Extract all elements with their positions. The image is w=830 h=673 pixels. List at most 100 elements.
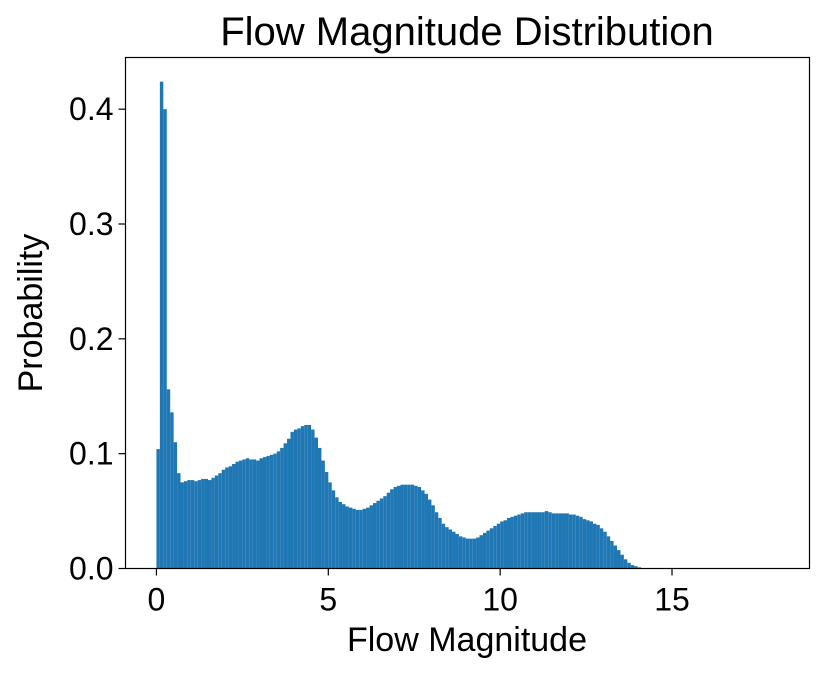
histogram-bar bbox=[218, 473, 222, 569]
histogram-bar bbox=[183, 481, 188, 569]
histogram-bar bbox=[297, 428, 301, 569]
histogram-bar bbox=[476, 537, 480, 569]
histogram-bar bbox=[352, 508, 356, 569]
histogram-bar bbox=[225, 467, 229, 569]
histogram-bar bbox=[599, 528, 604, 569]
histogram-bar bbox=[238, 460, 243, 569]
histogram-bar bbox=[589, 521, 593, 569]
histogram-bar bbox=[335, 497, 339, 569]
histogram-bar bbox=[177, 473, 181, 569]
histogram-bar bbox=[414, 485, 418, 569]
histogram-bar bbox=[376, 500, 380, 569]
histogram-bar bbox=[445, 527, 449, 569]
histogram-bar bbox=[369, 505, 373, 569]
histogram-bar bbox=[572, 514, 576, 569]
y-tick-label: 0.2 bbox=[69, 321, 113, 357]
histogram-bars bbox=[156, 81, 642, 569]
histogram-bar bbox=[472, 538, 477, 569]
histogram-bar bbox=[201, 478, 205, 569]
histogram-bar bbox=[173, 442, 178, 569]
histogram-bar bbox=[544, 511, 549, 569]
histogram-bar bbox=[568, 514, 573, 569]
histogram-bar bbox=[300, 426, 305, 569]
histogram-bar bbox=[531, 512, 535, 569]
histogram-bar bbox=[630, 565, 635, 569]
histogram-bar bbox=[287, 438, 291, 569]
histogram-bar bbox=[379, 498, 384, 569]
histogram-bar bbox=[496, 523, 501, 569]
histogram-bar bbox=[235, 461, 239, 569]
histogram-bar bbox=[489, 528, 494, 569]
histogram-bar bbox=[221, 469, 226, 569]
histogram-bar bbox=[314, 437, 318, 569]
histogram-bar bbox=[194, 481, 198, 569]
histogram-bar bbox=[266, 455, 270, 569]
histogram-bar bbox=[280, 447, 284, 569]
histogram-bar bbox=[400, 484, 404, 569]
histogram-bar bbox=[579, 516, 583, 569]
histogram-bar bbox=[617, 550, 621, 569]
histogram-bar bbox=[331, 490, 336, 569]
histogram-bar bbox=[204, 478, 208, 569]
chart-title: Flow Magnitude Distribution bbox=[220, 10, 714, 54]
histogram-bar bbox=[390, 489, 394, 569]
histogram-bar bbox=[228, 466, 233, 569]
y-tick-label: 0.0 bbox=[69, 551, 113, 587]
histogram-bar bbox=[170, 412, 174, 569]
histogram-bar bbox=[603, 531, 607, 569]
histogram-bar bbox=[304, 424, 308, 569]
histogram-bar bbox=[290, 431, 294, 569]
histogram-bar bbox=[324, 472, 329, 569]
histogram-bar bbox=[534, 512, 538, 569]
histogram-bar bbox=[562, 513, 566, 569]
histogram-bar bbox=[273, 453, 277, 569]
histogram-bar bbox=[606, 536, 611, 569]
histogram-bar bbox=[527, 512, 532, 569]
histogram-bar bbox=[431, 505, 435, 569]
histogram-bar bbox=[462, 537, 466, 569]
histogram-bar bbox=[259, 458, 263, 569]
histogram-bar bbox=[507, 517, 511, 569]
histogram-bar bbox=[307, 424, 312, 569]
histogram-bar bbox=[276, 451, 281, 569]
histogram-bar bbox=[479, 535, 483, 569]
histogram-bar bbox=[211, 477, 215, 569]
histogram-bar bbox=[386, 492, 391, 569]
histogram-bar bbox=[438, 517, 442, 569]
histogram-bar bbox=[321, 460, 325, 569]
histogram-bar bbox=[252, 459, 257, 569]
histogram-bar bbox=[372, 503, 377, 569]
histogram-bar bbox=[421, 490, 425, 569]
x-axis-label: Flow Magnitude bbox=[347, 621, 587, 659]
histogram-bar bbox=[592, 523, 597, 569]
histogram-bar bbox=[513, 515, 518, 569]
histogram-bar bbox=[441, 523, 446, 569]
y-axis-label: Probability bbox=[12, 234, 50, 393]
histogram-bar bbox=[627, 562, 631, 569]
histogram-bar bbox=[249, 459, 253, 569]
histogram-bar bbox=[610, 540, 614, 569]
histogram-bar bbox=[190, 480, 195, 569]
histogram-bar bbox=[232, 464, 236, 569]
histogram-bar bbox=[366, 507, 370, 569]
histogram-bar bbox=[242, 459, 246, 569]
histogram-bar bbox=[613, 545, 618, 569]
histogram-bar bbox=[427, 499, 432, 569]
histogram-bar bbox=[548, 512, 552, 569]
histogram-bar bbox=[465, 538, 470, 569]
histogram-bar bbox=[558, 513, 563, 569]
x-tick-label: 10 bbox=[482, 582, 518, 618]
histogram-bar bbox=[163, 109, 167, 569]
x-axis-ticks: 0 5 10 15 bbox=[148, 568, 690, 618]
histogram-bar bbox=[197, 480, 202, 569]
histogram-bar bbox=[417, 486, 422, 569]
y-tick-label: 0.4 bbox=[69, 91, 113, 127]
histogram-bar bbox=[520, 513, 525, 569]
histogram-bar bbox=[166, 389, 171, 569]
histogram-bar bbox=[269, 454, 274, 569]
histogram-bar bbox=[486, 530, 490, 569]
histogram-bar bbox=[393, 486, 398, 569]
histogram-bar bbox=[452, 531, 456, 569]
histogram-bar bbox=[311, 429, 315, 569]
histogram-bar bbox=[503, 520, 508, 569]
